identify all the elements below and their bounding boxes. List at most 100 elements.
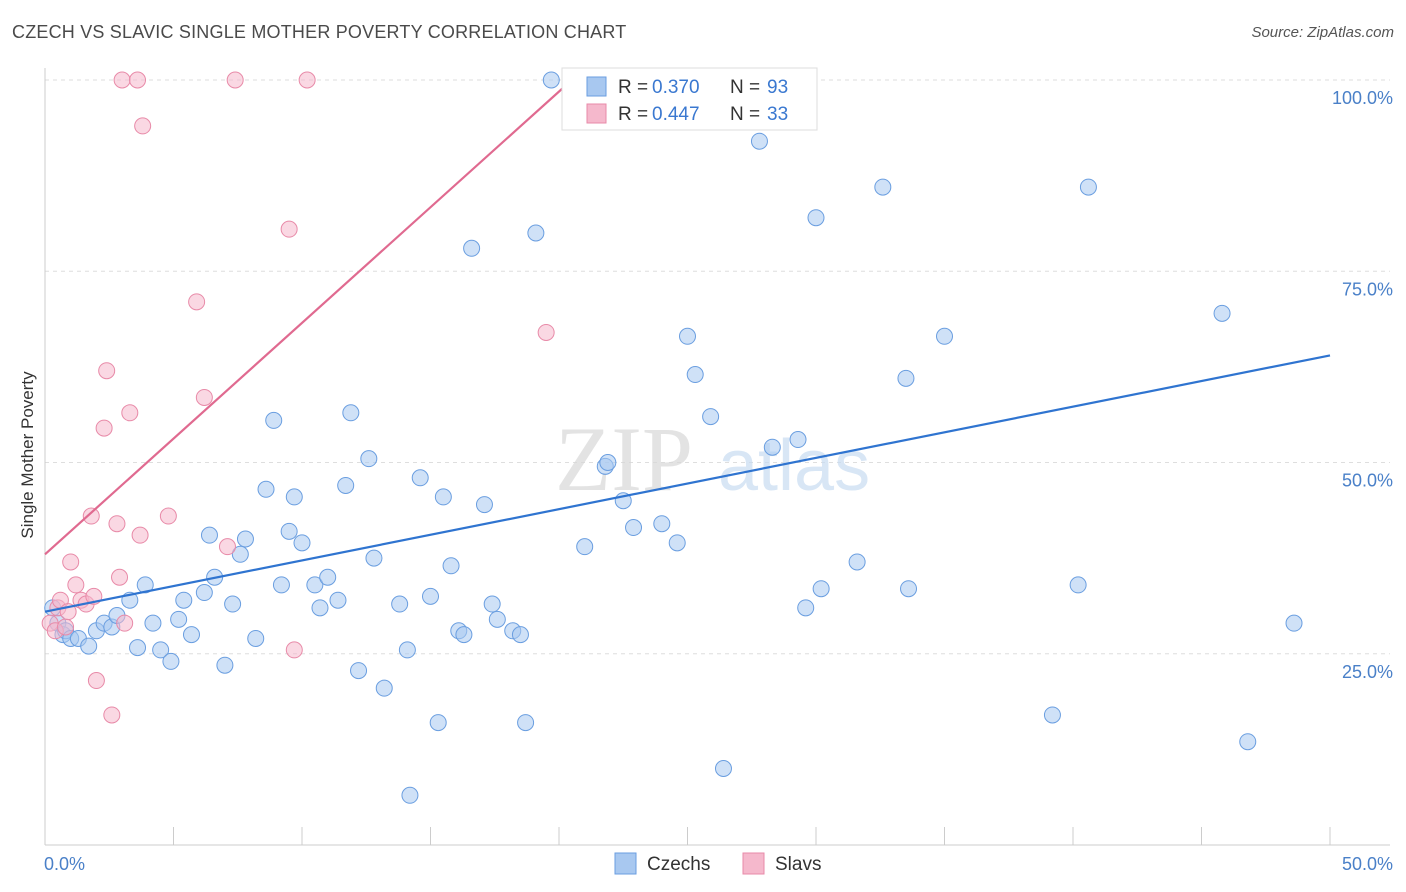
data-point-czechs xyxy=(797,599,815,617)
data-point-czechs xyxy=(542,71,560,89)
data-point-slavs xyxy=(285,641,303,659)
data-point-czechs xyxy=(897,369,915,387)
data-point-slavs xyxy=(159,507,177,525)
data-point-slavs xyxy=(280,220,298,238)
data-point-czechs xyxy=(200,526,218,544)
legend-n-value: 93 xyxy=(767,77,788,98)
data-point-czechs xyxy=(365,549,383,567)
legend-swatch xyxy=(586,76,607,97)
data-point-czechs xyxy=(1043,706,1061,724)
data-point-czechs xyxy=(763,438,781,456)
data-point-czechs xyxy=(874,178,892,196)
legend-r-label: R = xyxy=(618,104,648,125)
data-point-czechs xyxy=(80,637,98,655)
bottom-legend-swatch xyxy=(614,852,637,875)
grid-lines xyxy=(45,79,1390,655)
x-tick-labels: 0.0% 50.0% xyxy=(44,854,1393,874)
data-point-czechs xyxy=(195,584,213,602)
data-point-slavs xyxy=(226,71,244,89)
data-point-czechs xyxy=(511,626,529,644)
trend-line-slavs xyxy=(44,79,573,556)
data-point-slavs xyxy=(82,507,100,525)
data-point-czechs xyxy=(272,576,290,594)
data-point-czechs xyxy=(280,522,298,540)
data-point-czechs xyxy=(1069,576,1087,594)
data-point-slavs xyxy=(537,323,555,341)
data-point-czechs xyxy=(936,327,953,345)
data-point-slavs xyxy=(134,117,152,135)
data-point-czechs xyxy=(293,534,311,552)
legend-r-label: R = xyxy=(618,77,648,98)
data-point-czechs xyxy=(329,591,347,609)
bottom-legend: Czechs Slavs xyxy=(614,852,821,875)
data-point-czechs xyxy=(170,610,188,628)
data-point-czechs xyxy=(306,576,324,594)
data-point-czechs xyxy=(129,639,147,657)
data-point-czechs xyxy=(812,580,830,598)
data-point-slavs xyxy=(131,526,149,544)
data-point-czechs xyxy=(679,327,696,345)
trend-lines xyxy=(44,79,1331,613)
legend-r-value: 0.447 xyxy=(652,104,700,125)
y-tick-label: 100.0% xyxy=(1332,88,1393,108)
data-point-czechs xyxy=(265,411,283,429)
data-point-slavs xyxy=(57,618,75,636)
data-point-czechs xyxy=(411,469,429,487)
legend-n-label: N = xyxy=(730,77,760,98)
data-point-slavs xyxy=(95,419,113,437)
data-point-czechs xyxy=(475,496,493,514)
data-point-slavs xyxy=(111,568,129,586)
data-point-czechs xyxy=(216,656,234,674)
data-point-czechs xyxy=(311,599,329,617)
data-point-czechs xyxy=(488,610,506,628)
data-point-czechs xyxy=(434,488,452,506)
legend-swatch xyxy=(586,103,607,124)
trend-line-czechs xyxy=(44,354,1331,613)
bottom-legend-label: Slavs xyxy=(775,854,821,875)
y-tick-labels: 100.0% 75.0% 50.0% 25.0% xyxy=(1332,88,1393,682)
data-point-slavs xyxy=(87,672,105,690)
data-point-czechs xyxy=(231,545,249,563)
data-point-czechs xyxy=(714,760,732,777)
data-point-czechs xyxy=(144,614,162,632)
data-point-czechs xyxy=(257,480,275,498)
data-point-czechs xyxy=(375,679,393,697)
data-point-slavs xyxy=(98,362,116,380)
source-label: Source: ZipAtlas.com xyxy=(1251,24,1394,41)
data-point-czechs xyxy=(175,591,193,609)
data-point-slavs xyxy=(113,71,131,89)
x-tick-label: 50.0% xyxy=(1342,854,1393,874)
data-point-czechs xyxy=(653,515,671,533)
data-point-czechs xyxy=(599,454,617,471)
watermark: ZIP atlas xyxy=(555,408,870,510)
data-point-czechs xyxy=(422,587,439,605)
x-tick-label: 0.0% xyxy=(44,854,85,874)
data-point-czechs xyxy=(576,538,594,556)
bottom-legend-label: Czechs xyxy=(647,854,710,875)
data-point-slavs xyxy=(218,538,236,556)
data-point-czechs xyxy=(319,568,337,586)
data-point-czechs xyxy=(182,626,200,644)
data-point-czechs xyxy=(1239,733,1257,751)
data-point-czechs xyxy=(247,629,265,647)
legend-n-value: 33 xyxy=(767,104,788,125)
data-point-czechs xyxy=(625,519,643,537)
data-point-slavs xyxy=(103,706,121,724)
data-point-czechs xyxy=(527,224,545,242)
data-point-czechs xyxy=(398,641,416,659)
data-point-czechs xyxy=(162,652,180,670)
data-point-czechs xyxy=(750,132,768,150)
data-point-czechs xyxy=(686,366,704,384)
data-point-czechs xyxy=(483,595,501,613)
data-point-czechs xyxy=(517,714,535,732)
data-point-czechs xyxy=(1285,614,1303,632)
data-point-czechs xyxy=(342,404,360,422)
data-point-czechs xyxy=(848,553,866,571)
data-point-slavs xyxy=(298,71,316,89)
legend-r-value: 0.370 xyxy=(652,77,700,98)
data-point-slavs xyxy=(195,388,213,406)
data-point-czechs xyxy=(391,595,409,613)
data-point-czechs xyxy=(152,641,170,659)
data-point-slavs xyxy=(62,553,80,571)
data-point-czechs xyxy=(224,595,242,613)
